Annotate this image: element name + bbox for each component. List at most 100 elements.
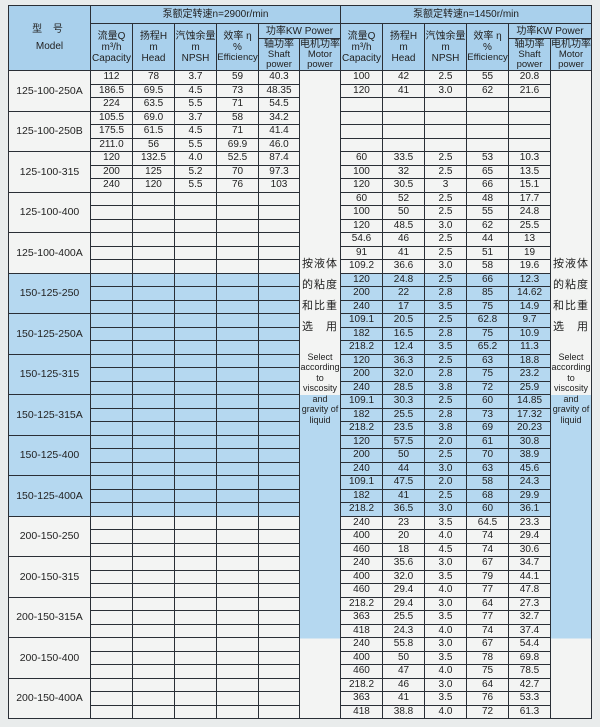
efficiency-cell: 85 xyxy=(466,286,509,301)
capacity-header-zh: 流量Q xyxy=(347,30,376,42)
note-zh-line: 的粘度 xyxy=(302,278,338,291)
capacity-cell xyxy=(90,286,133,301)
capacity-cell: 240 xyxy=(340,461,383,476)
head-cell xyxy=(132,245,175,260)
shaft-power-cell xyxy=(258,421,300,436)
head-cell: 42 xyxy=(382,70,425,85)
capacity-cell: 200 xyxy=(340,367,383,382)
head-header: 扬程H m Head xyxy=(132,23,175,71)
shaft-power-cell: 45.6 xyxy=(508,461,551,476)
head-cell xyxy=(132,313,175,328)
head-cell: 50 xyxy=(382,650,425,665)
head-cell: 30.5 xyxy=(382,178,425,193)
table-row: 200-150-315A 218.2 29.4 3.0 64 27.3 xyxy=(8,596,592,638)
efficiency-cell: 55 xyxy=(466,205,509,220)
model-header: 型 号 Model xyxy=(8,5,91,71)
head-cell xyxy=(382,97,425,112)
npsh-header-unit: m xyxy=(191,41,200,53)
head-cell xyxy=(132,353,175,368)
shaft-power-cell: 15.1 xyxy=(508,178,551,193)
shaft-power-cell: 37.4 xyxy=(508,623,551,638)
model-cell: 125-100-315 xyxy=(8,151,91,193)
model-cell: 125-100-400A xyxy=(8,232,91,274)
efficiency-cell: 64 xyxy=(466,677,509,692)
efficiency-cell: 72 xyxy=(466,380,509,395)
shaft-power-cell: 20.8 xyxy=(508,70,551,85)
npsh-cell: 3.0 xyxy=(424,259,467,274)
table-row: 150-125-400 120 57.5 2.0 61 30.8 xyxy=(8,434,592,476)
shaft-power-cell xyxy=(258,313,300,328)
shaft-power-cell: 11.3 xyxy=(508,340,551,355)
table-row: 460 29.4 4.0 77 47.8 xyxy=(9,583,592,598)
model-cell: 125-100-250B xyxy=(8,110,91,152)
efficiency-cell xyxy=(216,542,259,557)
head-cell: 25.5 xyxy=(382,610,425,625)
efficiency-cell: 58 xyxy=(466,259,509,274)
efficiency-cell: 64.5 xyxy=(466,515,509,530)
capacity-cell: 186.5 xyxy=(90,83,133,98)
efficiency-cell: 52.5 xyxy=(216,151,259,166)
npsh-cell: 3.0 xyxy=(424,556,467,571)
npsh-cell: 3.7 xyxy=(174,110,217,125)
shaft-power-cell xyxy=(258,475,300,490)
efficiency-cell xyxy=(216,704,259,719)
efficiency-cell: 48 xyxy=(466,191,509,206)
capacity-header: 流量Q m³/h Capacity xyxy=(90,23,133,71)
capacity-cell: 400 xyxy=(340,650,383,665)
shaft-power-cell xyxy=(258,394,300,409)
capacity-cell xyxy=(90,623,133,638)
head-cell xyxy=(132,529,175,544)
model-cell: 150-125-315A xyxy=(8,394,91,436)
shaft-power-cell: 23.3 xyxy=(508,515,551,530)
efficiency-cell xyxy=(216,596,259,611)
capacity-cell: 218.2 xyxy=(340,677,383,692)
shaft-power-cell xyxy=(258,205,300,220)
head-cell: 32 xyxy=(382,164,425,179)
capacity-cell: 120 xyxy=(340,178,383,193)
head-cell: 52 xyxy=(382,191,425,206)
head-cell xyxy=(132,664,175,679)
npsh-cell: 4.5 xyxy=(174,124,217,139)
npsh-header-en: NPSH xyxy=(431,52,460,64)
note-zh-line: 选 用 xyxy=(302,320,338,333)
efficiency-cell: 68 xyxy=(466,488,509,503)
npsh-cell: 5.5 xyxy=(174,97,217,112)
table-row: 175.5 61.5 4.5 71 41.4 xyxy=(9,124,592,139)
shaft-power-cell xyxy=(508,110,551,125)
shaft-power-cell: 23.2 xyxy=(508,367,551,382)
capacity-cell xyxy=(90,556,133,571)
head-cell: 20.5 xyxy=(382,313,425,328)
head-cell: 36.3 xyxy=(382,353,425,368)
capacity-cell xyxy=(90,650,133,665)
capacity-cell xyxy=(90,191,133,206)
head-cell: 20 xyxy=(382,529,425,544)
efficiency-cell xyxy=(216,313,259,328)
capacity-cell xyxy=(90,340,133,355)
head-cell: 32.0 xyxy=(382,367,425,382)
capacity-cell xyxy=(90,232,133,247)
capacity-cell: 120 xyxy=(90,151,133,166)
table-row: 460 18 4.5 74 30.6 xyxy=(9,542,592,557)
efficiency-cell: 74 xyxy=(466,542,509,557)
power-header: 功率KW Power xyxy=(508,23,592,39)
head-cell: 29.4 xyxy=(382,596,425,611)
shaft-power-cell xyxy=(258,272,300,287)
efficiency-cell: 62.8 xyxy=(466,313,509,328)
npsh-cell: 4.0 xyxy=(424,529,467,544)
capacity-cell xyxy=(340,97,383,112)
head-cell xyxy=(132,191,175,206)
head-cell: 17 xyxy=(382,299,425,314)
table-row: 363 25.5 3.5 77 32.7 xyxy=(9,610,592,625)
shaft-power-cell xyxy=(258,583,300,598)
efficiency-cell: 60 xyxy=(466,502,509,517)
efficiency-cell xyxy=(216,461,259,476)
npsh-cell xyxy=(174,272,217,287)
head-cell xyxy=(382,124,425,139)
efficiency-cell: 65.2 xyxy=(466,340,509,355)
table-row: 240 44 3.0 63 45.6 xyxy=(9,461,592,476)
table-row: 109.2 36.6 3.0 58 19.6 xyxy=(9,259,592,274)
model-header-zh: 型 号 xyxy=(32,24,67,35)
efficiency-cell: 66 xyxy=(466,272,509,287)
head-header-unit: m xyxy=(149,41,158,53)
table-row: 211.0 56 5.5 69.9 46.0 xyxy=(9,137,592,152)
